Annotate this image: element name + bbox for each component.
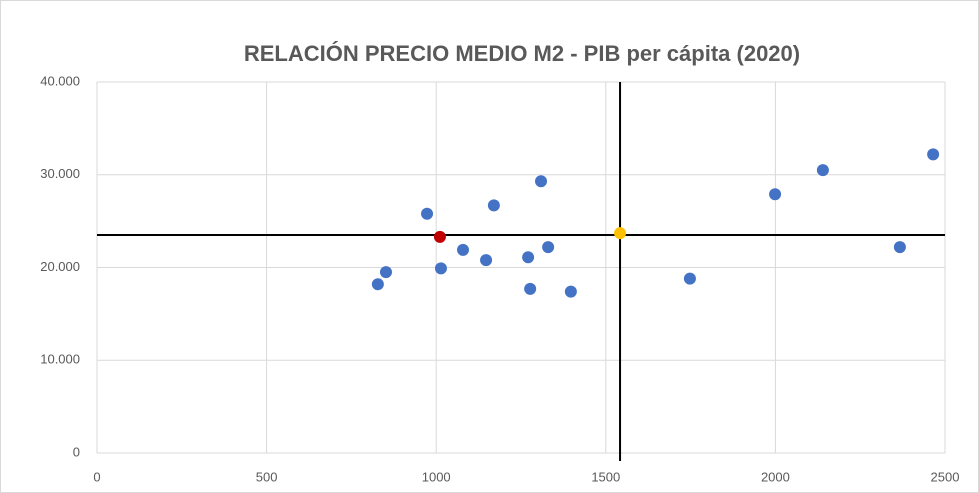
y-tick-label: 20.000 xyxy=(40,259,80,274)
scatter-point xyxy=(683,272,696,285)
y-tick-label: 30.000 xyxy=(40,166,80,181)
scatter-point xyxy=(769,188,782,201)
y-tick-label: 10.000 xyxy=(40,352,80,367)
scatter-point xyxy=(421,207,434,220)
scatter-point xyxy=(456,243,469,256)
y-tick-label: 0 xyxy=(73,444,80,459)
scatter-point xyxy=(524,282,537,295)
chart-title: RELACIÓN PRECIO MEDIO M2 - PIB per cápit… xyxy=(244,41,800,66)
x-tick-label: 1000 xyxy=(422,469,451,484)
scatter-point xyxy=(614,227,627,240)
scatter-point xyxy=(379,266,392,279)
scatter-point xyxy=(480,254,493,267)
scatter-point xyxy=(542,241,555,254)
scatter-point xyxy=(893,241,906,254)
scatter-point xyxy=(371,278,384,291)
x-tick-label: 500 xyxy=(256,469,278,484)
x-tick-label: 2000 xyxy=(761,469,790,484)
scatter-point xyxy=(816,164,829,177)
y-tick-label: 40.000 xyxy=(40,73,80,88)
x-tick-label: 1500 xyxy=(591,469,620,484)
scatter-point xyxy=(433,230,446,243)
scatter-point xyxy=(927,148,940,161)
scatter-point xyxy=(487,199,500,212)
scatter-point xyxy=(522,251,535,264)
scatter-point xyxy=(434,262,447,275)
x-tick-label: 2500 xyxy=(931,469,960,484)
x-tick-label: 0 xyxy=(93,469,100,484)
scatter-point xyxy=(564,285,577,298)
scatter-point xyxy=(535,175,548,188)
